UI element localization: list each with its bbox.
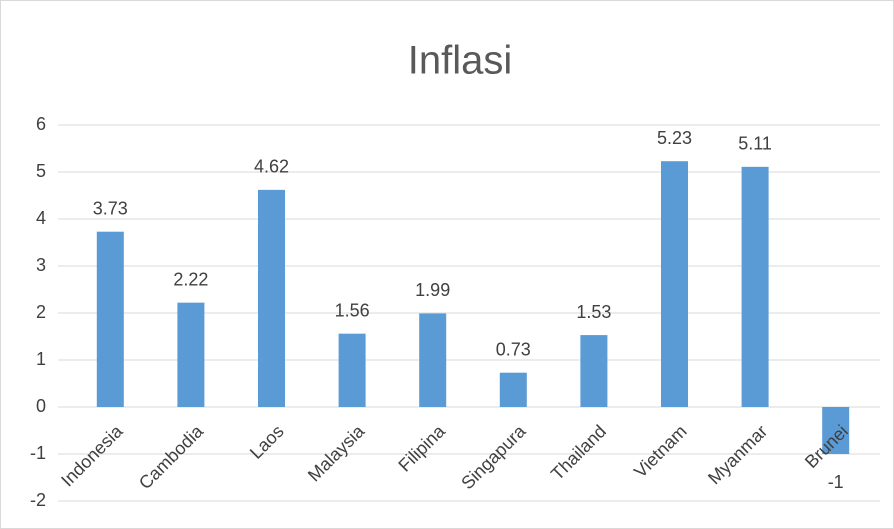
y-tick-label: 3 xyxy=(36,255,46,275)
bar xyxy=(177,302,205,407)
y-tick-label: 1 xyxy=(36,349,46,369)
value-label: 1.53 xyxy=(576,302,611,322)
bar xyxy=(661,161,688,407)
value-label: 0.73 xyxy=(496,339,531,359)
value-label: -1 xyxy=(828,472,844,492)
bar xyxy=(258,189,285,407)
value-label: 2.22 xyxy=(173,269,208,289)
value-label: 1.56 xyxy=(335,300,370,320)
bar xyxy=(822,407,850,454)
y-tick-label: -1 xyxy=(30,443,46,463)
value-label: 5.11 xyxy=(738,134,772,154)
value-label: 5.23 xyxy=(657,128,692,148)
y-tick-label: 4 xyxy=(36,208,46,228)
y-tick-label: 2 xyxy=(36,302,46,322)
bar xyxy=(338,333,366,407)
y-tick-label: -2 xyxy=(30,490,46,510)
value-label: 4.62 xyxy=(254,157,289,177)
y-tick-label: 5 xyxy=(36,161,46,181)
y-tick-label: 6 xyxy=(36,114,46,134)
bar xyxy=(419,313,447,407)
bar xyxy=(580,335,608,407)
bar xyxy=(96,231,124,407)
bar xyxy=(499,372,527,407)
value-label: 3.73 xyxy=(93,198,128,218)
value-label: 1.99 xyxy=(415,280,450,300)
chart-title: Inflasi xyxy=(408,39,513,83)
y-tick-label: 0 xyxy=(36,396,46,416)
bar xyxy=(741,166,769,407)
